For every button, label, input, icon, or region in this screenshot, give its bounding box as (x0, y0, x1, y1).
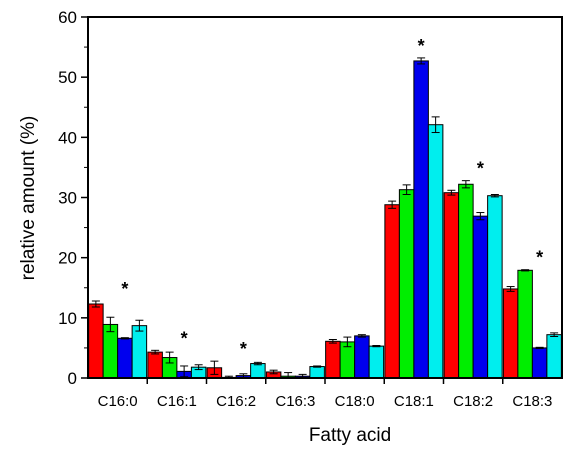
y-tick-label: 20 (58, 249, 77, 268)
x-tick-label-C16-2: C16:2 (216, 393, 256, 410)
y-tick-label: 10 (58, 309, 77, 328)
y-axis-title: relative amount (%) (18, 116, 39, 281)
significance-marker-C18-3: * (536, 248, 543, 268)
axes-layer: * C16:0 * C16:1 * C16:2 C16:3 C18:0 * C18:1 * C18:2… (58, 8, 563, 410)
x-tick-label-C16-1: C16:1 (157, 393, 197, 410)
significance-marker-C18-2: * (477, 159, 484, 179)
bar-C18-1-series3 (413, 60, 429, 379)
y-tick-label: 0 (68, 369, 77, 388)
bar-C16-0-series1 (88, 303, 104, 379)
bar-C16-0-series2 (102, 323, 119, 379)
bar-C18-0-series2 (339, 341, 356, 379)
bar-C18-3-series3 (531, 347, 548, 379)
bar-C18-3-series4 (546, 334, 562, 379)
bar-C18-1-series1 (384, 204, 400, 379)
x-axis-title: Fatty acid (309, 425, 391, 446)
bar-C18-2-series2 (458, 183, 474, 379)
y-tick-label: 30 (58, 189, 77, 208)
bar-C16-2-series4 (250, 363, 266, 379)
x-tick-label-C18-2: C18:2 (453, 393, 493, 410)
bar-C18-0-series3 (354, 335, 370, 379)
bar-C16-3-series4 (309, 366, 325, 379)
significance-marker-C16-0: * (121, 279, 128, 299)
bar-C18-1-series4 (427, 124, 444, 379)
y-tick-label: 50 (58, 68, 77, 87)
bar-C18-2-series1 (443, 192, 460, 379)
bar-C18-0-series4 (368, 345, 385, 379)
bar-C16-0-series4 (131, 325, 148, 379)
bar-C16-1-series1 (147, 351, 163, 379)
y-tick-label: 60 (58, 8, 77, 27)
x-tick-label-C18-1: C18:1 (394, 393, 434, 410)
x-tick-label-C16-0: C16:0 (98, 393, 138, 410)
bar-C16-0-series3 (117, 337, 133, 379)
bar-C18-1-series2 (398, 189, 415, 379)
bar-C18-2-series3 (472, 215, 489, 379)
x-tick-label-C18-3: C18:3 (512, 393, 552, 410)
bar-C18-3-series2 (517, 269, 533, 379)
significance-marker-C16-1: * (181, 328, 188, 348)
bar-C18-2-series4 (487, 195, 503, 379)
x-tick-label-C18-0: C18:0 (335, 393, 375, 410)
significance-marker-C16-2: * (240, 339, 247, 359)
bar-C18-3-series1 (502, 288, 519, 379)
bar-C18-0-series1 (325, 340, 341, 379)
significance-marker-C18-1: * (418, 36, 425, 56)
bars-layer (88, 57, 562, 379)
y-tick-label: 40 (58, 128, 77, 147)
x-tick-label-C16-3: C16:3 (275, 393, 315, 410)
